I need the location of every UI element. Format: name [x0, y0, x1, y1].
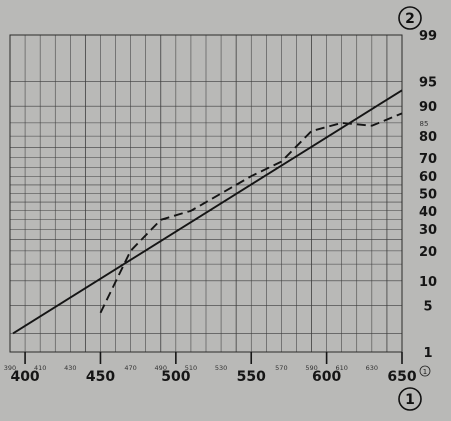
x-tick-label: 450	[86, 369, 115, 385]
x-tick-label-small: 610	[335, 364, 347, 372]
x-tick-label-small: 430	[64, 364, 76, 372]
x-tick-label-small: 570	[275, 364, 287, 372]
axis-small-mark-label: 1	[423, 368, 427, 376]
x-tick-label-small: 490	[155, 364, 167, 372]
y-tick-label: 30	[419, 223, 437, 238]
solid-series-line	[12, 89, 403, 335]
y-tick-label: 70	[419, 152, 437, 167]
grid	[9, 34, 403, 353]
x-tick-label: 400	[10, 369, 39, 385]
plot-frame	[9, 34, 403, 353]
x-tick-label: 550	[237, 369, 266, 385]
x-tick-label-small: 390	[4, 364, 16, 372]
y-tick-label: 20	[419, 245, 437, 260]
y-tick-label: 40	[419, 205, 437, 220]
y-tick-label: 50	[419, 188, 437, 203]
x-tick-label-small: 530	[215, 364, 227, 372]
corner-mark-top: 2	[398, 6, 422, 30]
y-tick-label: 95	[419, 75, 437, 90]
x-tick-label: 600	[312, 369, 341, 385]
corner-mark-top-circle	[398, 6, 422, 30]
x-tick-label: 500	[161, 369, 190, 385]
corner-mark-bottom: 1	[398, 387, 422, 411]
axis-small-mark: 1	[419, 365, 431, 377]
x-axis-labels: 390 410 430 470 490 510 530 570 590 610 630 400 450 5…	[4, 352, 417, 385]
y-tick-label: 99	[419, 29, 437, 44]
x-tick-label: 650	[387, 369, 416, 385]
y-tick-label: 90	[419, 100, 437, 115]
y-tick-label: 5	[423, 300, 432, 315]
x-tick-label-small: 630	[366, 364, 378, 372]
x-tick-label-small: 410	[34, 364, 46, 372]
y-axis-labels: 1 5 10 20 30 40 50 60 70 80 90 95 99 85	[419, 29, 437, 361]
corner-mark-bottom-circle	[398, 387, 422, 411]
y-tick-label: 10	[419, 275, 437, 290]
axis-small-mark-circle	[419, 365, 431, 377]
y-tick-label-small: 85	[420, 120, 429, 128]
corner-mark-bottom-label: 1	[405, 392, 415, 408]
x-tick-label-small: 470	[124, 364, 136, 372]
x-tick-label-small: 590	[305, 364, 317, 372]
dashed-series-line	[99, 112, 403, 314]
x-tick-label-small: 510	[185, 364, 197, 372]
corner-mark-top-label: 2	[405, 11, 415, 27]
y-tick-label: 80	[419, 130, 437, 145]
series-group	[12, 89, 403, 335]
y-tick-label: 1	[423, 346, 432, 361]
y-tick-label: 60	[419, 170, 437, 185]
